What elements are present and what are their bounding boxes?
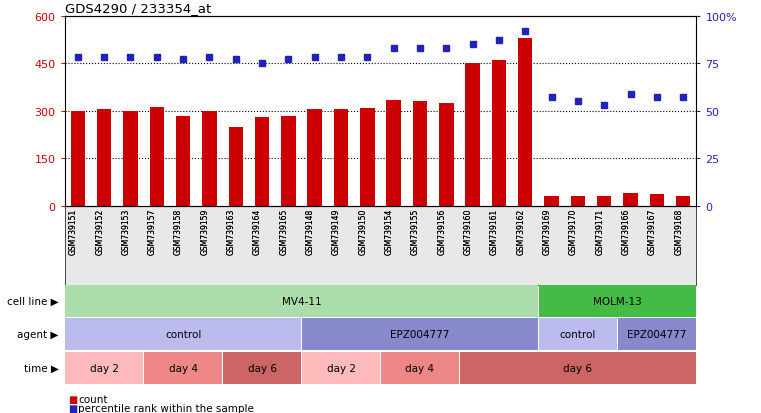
Bar (150, 108, 164, 206)
Bar (412, 102, 427, 206)
Text: day 2: day 2 (326, 363, 355, 373)
Bar (623, 194, 638, 206)
Text: GSM739169: GSM739169 (543, 209, 552, 255)
Text: control: control (165, 330, 202, 339)
Text: GSM739159: GSM739159 (200, 209, 209, 255)
Bar (255, 118, 269, 206)
Text: GSM739171: GSM739171 (595, 209, 604, 255)
Bar (571, 196, 585, 206)
Text: GSM739156: GSM739156 (438, 209, 446, 255)
Text: GSM739151: GSM739151 (68, 209, 78, 255)
Text: GSM739164: GSM739164 (253, 209, 262, 255)
Text: day 6: day 6 (247, 363, 276, 373)
Text: GSM739151: GSM739151 (68, 209, 78, 255)
Bar (597, 196, 611, 206)
Text: GSM739148: GSM739148 (306, 209, 315, 255)
Bar (360, 109, 374, 206)
Bar (176, 116, 190, 206)
Text: count: count (78, 394, 108, 404)
Text: GSM739150: GSM739150 (358, 209, 368, 255)
Text: day 4: day 4 (169, 363, 198, 373)
Text: ■: ■ (68, 394, 78, 404)
Text: GSM739154: GSM739154 (384, 209, 393, 255)
Bar (202, 112, 217, 206)
Text: GSM739170: GSM739170 (569, 209, 578, 255)
Bar (492, 61, 506, 206)
Text: GSM739153: GSM739153 (122, 209, 130, 255)
Bar (97, 109, 111, 206)
Text: GSM739168: GSM739168 (674, 209, 683, 255)
Bar (439, 104, 454, 206)
Text: GSM739159: GSM739159 (200, 209, 209, 255)
Bar (387, 100, 401, 206)
Bar (544, 196, 559, 206)
Bar (676, 196, 690, 206)
Text: GSM739155: GSM739155 (411, 209, 420, 255)
Text: ■: ■ (68, 403, 78, 413)
Bar (334, 110, 349, 206)
Text: control: control (559, 330, 596, 339)
Text: GSM739160: GSM739160 (463, 209, 473, 255)
Text: GSM739154: GSM739154 (384, 209, 393, 255)
Text: GSM739158: GSM739158 (174, 209, 183, 255)
Text: GSM739153: GSM739153 (122, 209, 130, 255)
Text: GSM739160: GSM739160 (463, 209, 473, 255)
Text: day 4: day 4 (406, 363, 435, 373)
Text: GSM739162: GSM739162 (516, 209, 525, 255)
Text: GSM739171: GSM739171 (595, 209, 604, 255)
Text: EPZ004777: EPZ004777 (627, 330, 686, 339)
Text: GSM739169: GSM739169 (543, 209, 552, 255)
Text: day 6: day 6 (563, 363, 592, 373)
Text: GSM739167: GSM739167 (648, 209, 657, 255)
Text: GSM739166: GSM739166 (622, 209, 631, 255)
Bar (518, 39, 533, 206)
Text: GSM739157: GSM739157 (148, 209, 157, 255)
Bar (71, 112, 85, 206)
Bar (650, 195, 664, 206)
Text: GSM739166: GSM739166 (622, 209, 631, 255)
Bar (307, 110, 322, 206)
Bar (228, 127, 243, 206)
Text: GSM739161: GSM739161 (490, 209, 499, 255)
Bar (466, 64, 480, 206)
Text: agent ▶: agent ▶ (18, 330, 59, 339)
Bar (123, 112, 138, 206)
Text: GSM739161: GSM739161 (490, 209, 499, 255)
Text: GSM739149: GSM739149 (332, 209, 341, 255)
Text: GDS4290 / 233354_at: GDS4290 / 233354_at (65, 2, 211, 15)
Text: GSM739170: GSM739170 (569, 209, 578, 255)
Text: EPZ004777: EPZ004777 (390, 330, 450, 339)
Text: GSM739157: GSM739157 (148, 209, 157, 255)
Text: GSM739152: GSM739152 (95, 209, 104, 255)
Text: GSM739164: GSM739164 (253, 209, 262, 255)
Text: GSM739149: GSM739149 (332, 209, 341, 255)
Text: percentile rank within the sample: percentile rank within the sample (78, 403, 254, 413)
Text: GSM739152: GSM739152 (95, 209, 104, 255)
Text: GSM739163: GSM739163 (227, 209, 236, 255)
Text: GSM739158: GSM739158 (174, 209, 183, 255)
Text: GSM739156: GSM739156 (438, 209, 446, 255)
Text: MOLM-13: MOLM-13 (593, 296, 642, 306)
Text: GSM739150: GSM739150 (358, 209, 368, 255)
Text: time ▶: time ▶ (24, 363, 59, 373)
Text: GSM739168: GSM739168 (674, 209, 683, 255)
Text: day 2: day 2 (90, 363, 119, 373)
Text: GSM739155: GSM739155 (411, 209, 420, 255)
Text: GSM739163: GSM739163 (227, 209, 236, 255)
Text: cell line ▶: cell line ▶ (7, 296, 59, 306)
Text: GSM739165: GSM739165 (279, 209, 288, 255)
Text: GSM739148: GSM739148 (306, 209, 315, 255)
Bar (281, 117, 295, 206)
Text: MV4-11: MV4-11 (282, 296, 321, 306)
Text: GSM739167: GSM739167 (648, 209, 657, 255)
Text: GSM739165: GSM739165 (279, 209, 288, 255)
Text: GSM739162: GSM739162 (516, 209, 525, 255)
